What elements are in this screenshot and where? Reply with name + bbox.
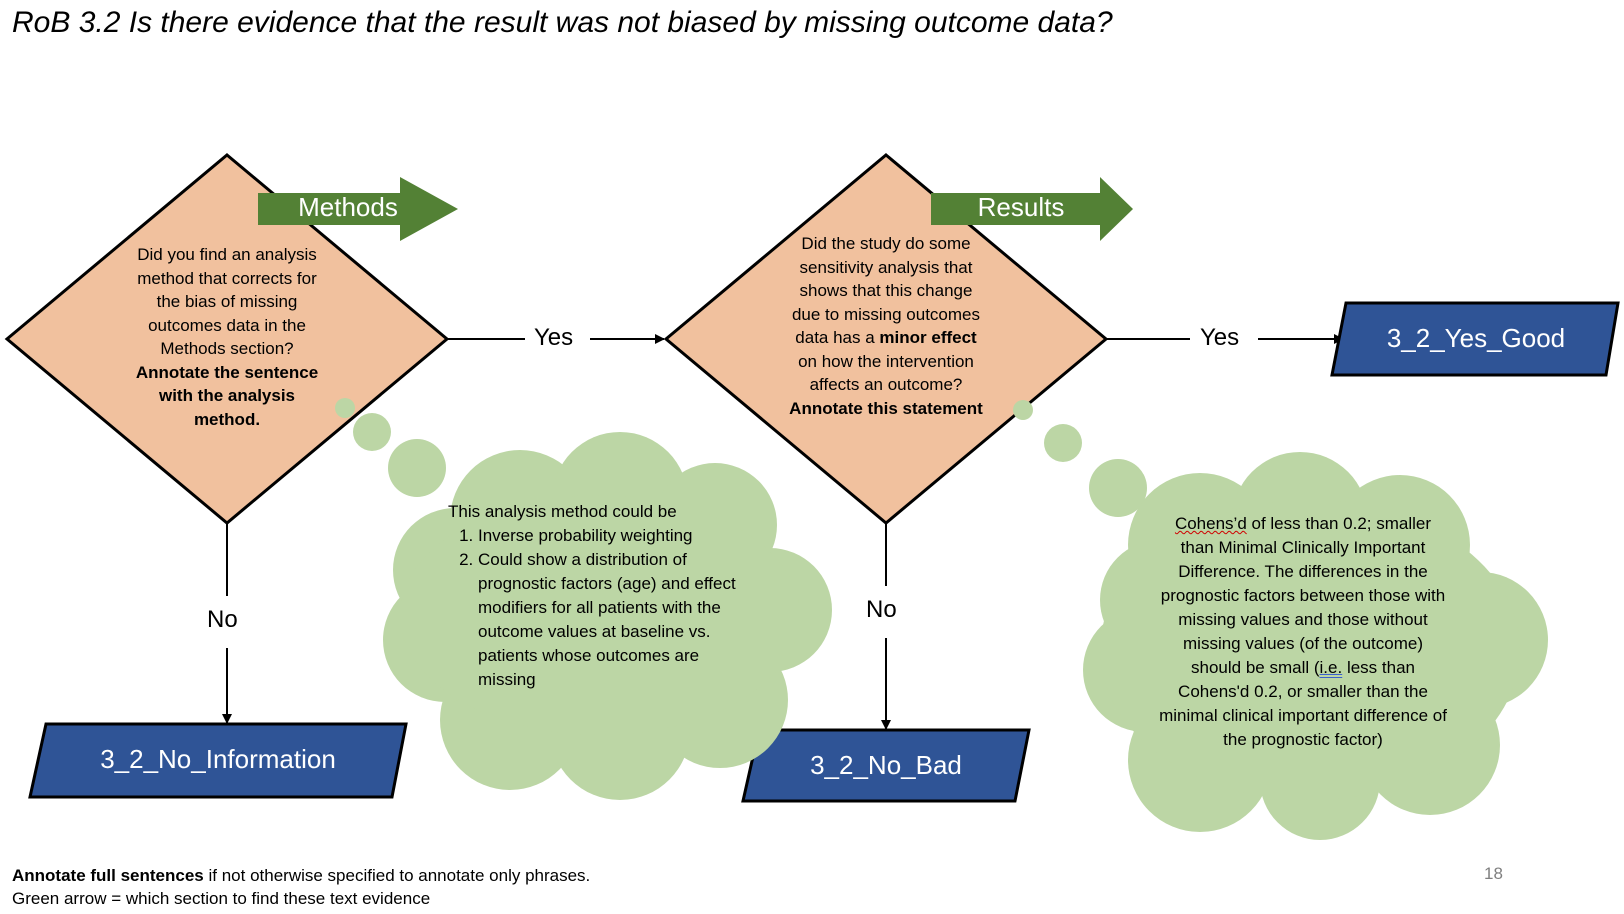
footer-line-2: Green arrow = which section to find thes… <box>12 889 431 908</box>
terminal-no-information-label: 3_2_No_Information <box>100 744 336 774</box>
decision2-text-block: Did the study do some sensitivity analys… <box>785 232 987 420</box>
footer-bold-text: Annotate full sentences <box>12 866 204 885</box>
page-number: 18 <box>1484 864 1503 883</box>
terminal-no-bad-label: 3_2_No_Bad <box>810 750 962 780</box>
footer-line-1-rest: if not otherwise specified to annotate o… <box>203 866 591 885</box>
decision2-question-start: Did the study do some sensitivity analys… <box>791 234 981 347</box>
terminal-no-bad-shape <box>741 728 1031 803</box>
cloud1-intro: This analysis method could be <box>448 502 677 521</box>
footer-notes: Annotate full sentences if not otherwise… <box>12 864 590 910</box>
page-title: RoB 3.2 Is there evidence that the resul… <box>12 6 1113 39</box>
methods-arrow-shape <box>258 177 458 241</box>
edge-label-d1-yes: Yes <box>528 324 580 352</box>
cloud2-text-part2: less than Cohens'd 0.2, or smaller than … <box>1159 658 1447 749</box>
cloud2-word-cohens: Cohens’d <box>1174 514 1247 533</box>
cloud2-text: Cohens’d of less than 0.2; smaller than … <box>1158 512 1448 752</box>
terminal-yes-good-label: 3_2_Yes_Good <box>1386 323 1566 353</box>
cloud1-list: Inverse probability weighting Could show… <box>448 524 738 692</box>
results-section-label: Results <box>977 192 1065 222</box>
results-arrow-shape <box>931 177 1133 241</box>
cloud2-word-ie: i.e. <box>1319 658 1343 677</box>
terminal-yes-good-shape <box>1330 301 1620 377</box>
decision1-text-block: Did you find an analysis method that cor… <box>125 243 329 431</box>
edge-label-d2-no: No <box>860 596 903 624</box>
decision2-instruction: Annotate this statement <box>789 398 983 418</box>
cloud1-text: This analysis method could be Inverse pr… <box>448 500 738 692</box>
edge-label-d2-yes: Yes <box>1194 324 1246 352</box>
cloud1-list-item: Inverse probability weighting <box>478 524 738 548</box>
methods-section-label: Methods <box>298 192 398 222</box>
decision2-question-end: on how the intervention affects an outco… <box>798 351 974 395</box>
cloud1-list-item: Could show a distribution of prognostic … <box>478 548 738 692</box>
footer-line-1: Annotate full sentences if not otherwise… <box>12 864 590 887</box>
edge-label-d1-no: No <box>201 606 244 634</box>
decision2-bold-phrase: minor effect <box>879 328 977 347</box>
decision1-instruction: Annotate the sentence with the analysis … <box>135 362 319 429</box>
cloud2-text-part1: of less than 0.2; smaller than Minimal C… <box>1160 514 1446 677</box>
terminal-no-information-shape <box>28 722 408 799</box>
thought-cloud-1 <box>335 398 832 800</box>
decision1-question: Did you find an analysis method that cor… <box>137 245 317 358</box>
thought-cloud-2 <box>1013 400 1548 840</box>
